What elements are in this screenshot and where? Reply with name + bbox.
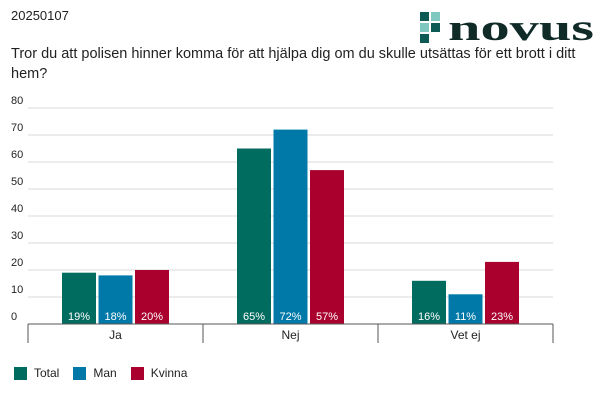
legend-label-man: Man: [93, 366, 117, 380]
x-category-label: Ja: [109, 328, 122, 342]
y-tick-label: 40: [11, 203, 23, 215]
bar-data-label: 18%: [104, 311, 126, 323]
bar-data-label: 65%: [243, 311, 265, 323]
y-tick-label: 80: [11, 95, 23, 107]
legend-label-kvinna: Kvinna: [150, 366, 188, 380]
y-tick-label: 70: [11, 122, 23, 134]
y-tick-label: 0: [11, 311, 17, 323]
y-tick-label: 20: [11, 257, 23, 269]
x-category-label: Vet ej: [450, 328, 480, 342]
bar-kvinna-0: [135, 270, 169, 324]
bar-data-label: 11%: [455, 311, 476, 323]
bar-data-label: 20%: [141, 311, 163, 323]
bar-kvinna-2: [485, 261, 519, 324]
logo-squares-icon: [420, 12, 440, 43]
y-tick-label: 30: [11, 230, 23, 242]
y-tick-label: 60: [11, 149, 23, 161]
bar-data-label: 23%: [491, 311, 513, 323]
legend-label-total: Total: [34, 366, 60, 380]
bar-total-1: [237, 148, 271, 324]
svg-text:novus: novus: [448, 9, 594, 43]
novus-logo: novus: [420, 9, 594, 43]
bar-total-0: [62, 272, 96, 324]
legend-swatch-man: [73, 366, 87, 380]
legend-item-man: Man: [73, 366, 117, 380]
bar-total-2: [412, 280, 446, 324]
legend-item-kvinna: Kvinna: [130, 366, 188, 380]
survey-date: 20250107: [11, 8, 69, 23]
chart-bars: 19% 18% 20% 65% 72% 57% 16% 11% 23%: [62, 129, 519, 324]
bar-man-1: [273, 129, 308, 324]
chart-legend: Total Man Kvinna: [14, 366, 201, 380]
legend-item-total: Total: [14, 366, 59, 380]
bar-kvinna-1: [310, 170, 344, 324]
x-category-label: Nej: [281, 328, 299, 342]
bar-data-label: 19%: [68, 311, 90, 323]
bar-data-label: 72%: [279, 311, 301, 323]
bar-man-2: [448, 294, 483, 324]
legend-swatch-kvinna: [130, 366, 144, 380]
bar-data-label: 16%: [418, 311, 440, 323]
y-tick-label: 50: [11, 176, 23, 188]
bar-man-0: [98, 275, 133, 324]
legend-swatch-total: [14, 366, 27, 380]
y-tick-label: 10: [11, 284, 23, 296]
chart-axis: 0 10 20 30 40 50 60 70 80 Ja Nej Vet ej: [11, 95, 554, 343]
survey-question: Tror du att polisen hinner komma för att…: [11, 46, 576, 82]
bar-data-label: 57%: [316, 311, 338, 323]
